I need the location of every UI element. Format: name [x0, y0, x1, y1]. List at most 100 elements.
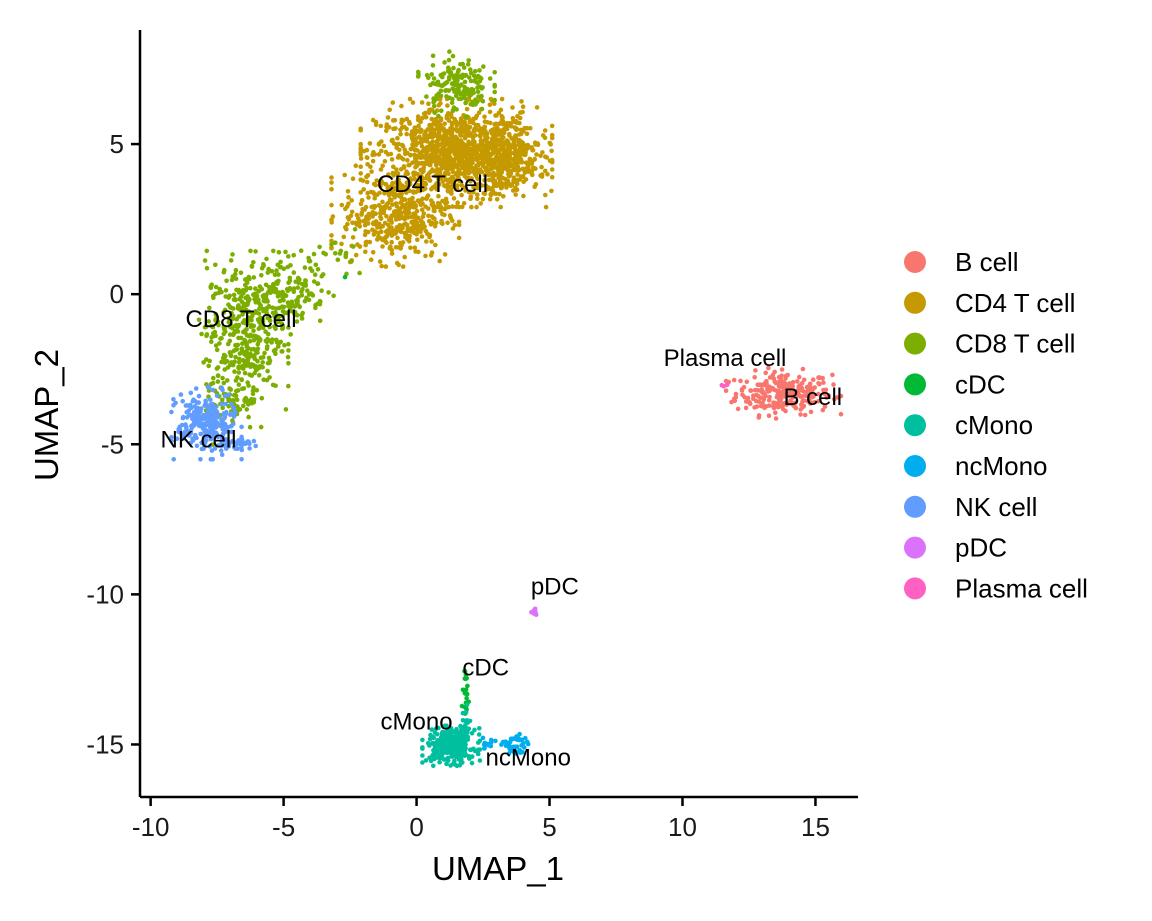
data-point	[484, 152, 490, 158]
data-point	[302, 265, 308, 270]
data-point	[274, 281, 280, 286]
data-point	[831, 382, 836, 387]
data-point	[283, 249, 288, 255]
data-point	[235, 304, 241, 309]
data-point	[524, 131, 530, 137]
data-point	[442, 159, 447, 165]
x-tick-label: -10	[132, 812, 170, 842]
data-point	[350, 220, 355, 226]
data-point	[463, 149, 468, 154]
data-point	[488, 152, 494, 158]
data-point	[204, 419, 209, 425]
data-point	[339, 202, 345, 208]
data-point	[230, 421, 236, 427]
legend-swatch	[904, 373, 926, 396]
data-point	[220, 431, 226, 437]
data-point	[391, 141, 397, 146]
data-point	[439, 148, 445, 154]
data-point	[244, 358, 250, 363]
series-plasma-cell	[719, 382, 730, 389]
data-point	[462, 168, 468, 174]
data-point	[391, 164, 396, 170]
data-point	[235, 325, 240, 330]
series-nk-cell	[169, 384, 258, 462]
data-point	[266, 266, 271, 272]
data-point	[427, 141, 433, 146]
data-point	[285, 300, 291, 305]
data-point	[404, 126, 409, 132]
data-point	[530, 172, 535, 178]
data-point	[210, 380, 216, 386]
data-point	[358, 201, 364, 207]
data-point	[419, 234, 425, 239]
data-point	[451, 177, 457, 182]
data-point	[171, 457, 176, 462]
data-point	[519, 99, 524, 104]
data-point	[392, 195, 398, 200]
data-point	[270, 382, 276, 388]
data-point	[482, 119, 488, 124]
data-point	[504, 185, 509, 190]
data-point	[251, 438, 257, 444]
data-point	[446, 171, 451, 177]
data-point	[521, 147, 526, 152]
data-point	[388, 151, 394, 157]
series-b-cell	[723, 365, 844, 421]
data-point	[459, 204, 465, 210]
data-point	[329, 175, 334, 180]
data-point	[473, 115, 479, 121]
data-point	[822, 404, 828, 409]
data-point	[208, 436, 214, 442]
data-point	[785, 372, 790, 378]
data-point	[353, 163, 359, 168]
data-point	[767, 394, 772, 400]
data-point	[278, 259, 283, 265]
data-point	[488, 96, 494, 102]
data-point	[531, 608, 537, 613]
data-point	[417, 161, 422, 166]
data-point	[264, 308, 269, 313]
data-point	[486, 145, 492, 151]
data-point	[406, 238, 412, 244]
cluster-label: ncMono	[486, 744, 571, 771]
data-point	[409, 214, 414, 220]
data-point	[265, 368, 270, 374]
data-point	[430, 53, 436, 59]
data-point	[457, 120, 463, 126]
data-point	[798, 407, 803, 412]
legend-item: ncMono	[904, 451, 1048, 481]
data-point	[407, 197, 412, 203]
data-point	[469, 86, 475, 92]
data-point	[501, 130, 507, 136]
data-point	[464, 702, 470, 708]
data-point	[471, 169, 476, 174]
data-point	[526, 164, 531, 170]
data-point	[835, 395, 840, 400]
data-point	[171, 397, 176, 402]
data-point	[492, 70, 498, 75]
data-point	[235, 329, 241, 334]
data-point	[520, 104, 526, 109]
data-point	[543, 204, 549, 210]
data-point	[299, 281, 305, 287]
data-point	[456, 222, 462, 228]
data-point	[496, 110, 502, 116]
data-point	[413, 215, 418, 221]
data-point	[411, 211, 417, 216]
data-point	[317, 301, 323, 307]
data-point	[363, 242, 369, 248]
data-point	[229, 429, 234, 435]
data-point	[760, 400, 765, 406]
y-axis-ticks: 5 0 -5 -10 -15	[86, 129, 140, 759]
data-point	[253, 249, 258, 254]
data-point	[386, 172, 391, 177]
data-point	[211, 375, 216, 381]
data-point	[454, 119, 459, 125]
data-point	[482, 114, 487, 120]
data-point	[497, 121, 503, 126]
data-point	[417, 188, 423, 194]
data-point	[733, 391, 739, 397]
data-point	[455, 128, 460, 134]
data-point	[509, 168, 514, 173]
data-point	[267, 375, 272, 380]
